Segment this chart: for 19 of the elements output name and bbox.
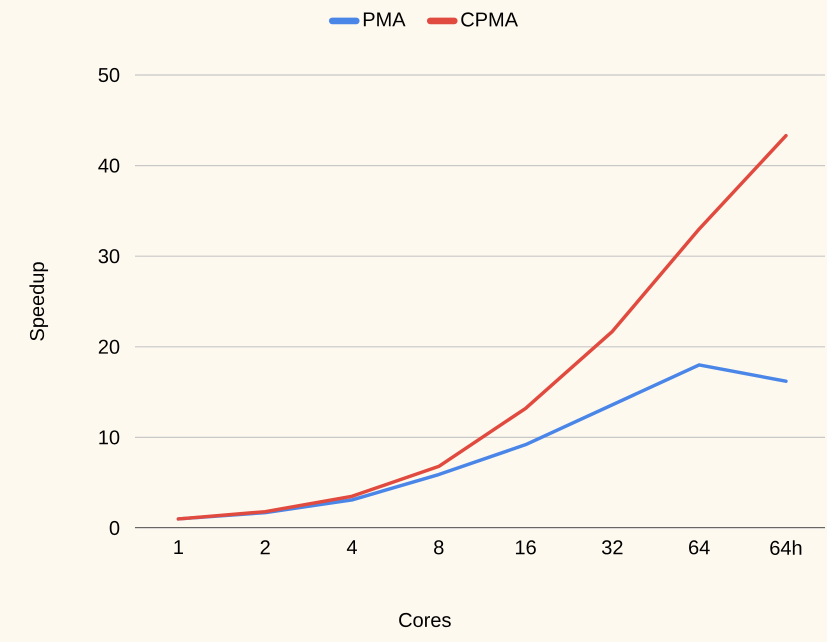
y-tick-label: 40 bbox=[98, 158, 120, 173]
x-tick-label: 64 bbox=[689, 540, 710, 554]
x-tick-label: 4 bbox=[346, 540, 357, 554]
x-tick-label: 32 bbox=[602, 540, 622, 554]
x-tick-label: 16 bbox=[516, 540, 536, 554]
x-tick-label: 64h bbox=[770, 540, 802, 555]
x-tick-label: 8 bbox=[434, 540, 444, 554]
y-tick-label: 0 bbox=[110, 520, 120, 536]
y-tick-label: 50 bbox=[98, 68, 120, 82]
legend-label: CPMA bbox=[461, 12, 518, 27]
line-series bbox=[176, 134, 788, 521]
y-tick-label: 20 bbox=[98, 340, 120, 354]
x-tick-label: 2 bbox=[260, 540, 270, 554]
x-tick-label: 1 bbox=[174, 540, 183, 554]
y-tick-label: 30 bbox=[98, 249, 120, 264]
legend-label: PMA bbox=[364, 12, 406, 26]
x-axis-title: Cores bbox=[399, 612, 451, 628]
y-axis-title: Speedup bbox=[29, 262, 48, 341]
y-tick-label: 10 bbox=[99, 430, 120, 444]
